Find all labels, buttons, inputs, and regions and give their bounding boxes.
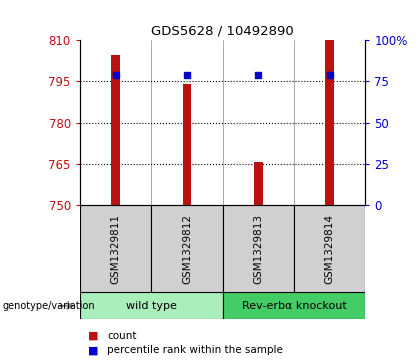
Bar bbox=[254, 162, 262, 205]
Text: percentile rank within the sample: percentile rank within the sample bbox=[107, 345, 283, 355]
Text: genotype/variation: genotype/variation bbox=[2, 301, 95, 311]
Text: count: count bbox=[107, 331, 136, 341]
Title: GDS5628 / 10492890: GDS5628 / 10492890 bbox=[151, 24, 294, 37]
Bar bbox=[294, 205, 365, 292]
Bar bbox=[80, 205, 151, 292]
Text: ■: ■ bbox=[88, 345, 99, 355]
Text: GSM1329811: GSM1329811 bbox=[110, 214, 121, 284]
Text: GSM1329814: GSM1329814 bbox=[325, 214, 335, 284]
Text: GSM1329812: GSM1329812 bbox=[182, 214, 192, 284]
Bar bbox=[326, 40, 334, 205]
Bar bbox=[111, 55, 120, 205]
Bar bbox=[223, 205, 294, 292]
Bar bbox=[223, 292, 365, 319]
Bar bbox=[80, 292, 223, 319]
Bar bbox=[183, 84, 191, 205]
Text: ■: ■ bbox=[88, 331, 99, 341]
Text: GSM1329813: GSM1329813 bbox=[253, 214, 263, 284]
Text: wild type: wild type bbox=[126, 301, 177, 311]
Text: Rev-erbα knockout: Rev-erbα knockout bbox=[241, 301, 346, 311]
Bar bbox=[151, 205, 223, 292]
